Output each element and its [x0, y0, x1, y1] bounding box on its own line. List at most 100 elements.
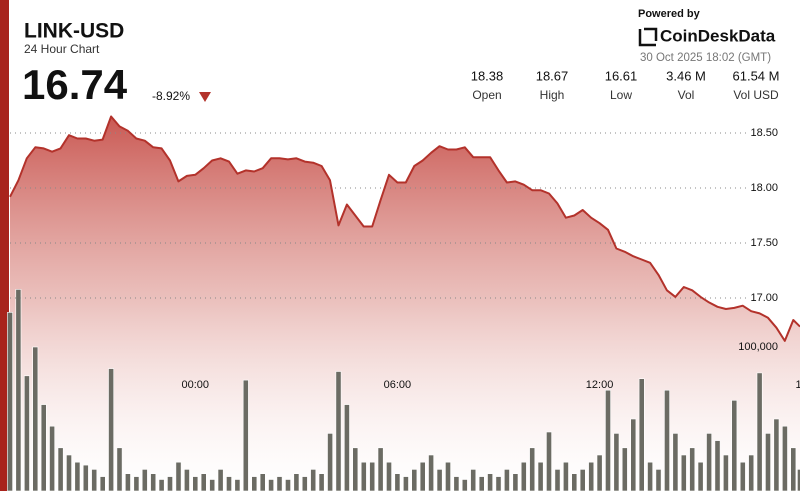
volume-bar: [394, 473, 401, 491]
stat-label: Vol USD: [733, 88, 779, 102]
volume-bar: [335, 371, 342, 491]
volume-bar: [554, 469, 561, 491]
volume-bar: [664, 389, 670, 491]
y-tick-label: 18.00: [750, 182, 778, 194]
volume-bar: [175, 461, 182, 491]
volume-bar: [49, 425, 55, 491]
volume-bar: [318, 473, 325, 491]
volume-bar: [731, 399, 738, 491]
brand: CoinDeskData: [660, 26, 776, 45]
volume-bar: [655, 469, 662, 491]
volume-bar: [167, 476, 173, 491]
volume-bar: [402, 476, 409, 491]
volume-bar: [562, 461, 569, 491]
volume-bar: [125, 473, 131, 491]
stats: 18.38 Open 18.67 High 16.61 Low 3.46 M Vol 61.54…: [471, 68, 780, 102]
stat-label: High: [540, 88, 565, 102]
volume-bar: [470, 469, 477, 491]
volume-bar: [23, 375, 30, 491]
volume-bar: [377, 447, 384, 491]
volume-bar: [184, 469, 190, 491]
volume-bar: [797, 469, 800, 491]
volume-bar: [369, 461, 376, 491]
volume-bar: [706, 433, 712, 491]
volume-bar: [596, 454, 603, 491]
volume-bar: [739, 461, 746, 491]
powered-by: Powered by: [638, 8, 701, 20]
volume-bar: [234, 479, 241, 491]
volume-bar: [756, 372, 763, 491]
stat-value: 16.61: [605, 68, 638, 83]
volume-bar: [419, 461, 426, 491]
volume-bar: [461, 479, 468, 491]
volume-bar: [327, 433, 333, 491]
stat-value: 18.38: [471, 68, 504, 83]
y2-tick-label: 100,000: [738, 341, 778, 353]
ticker-title: LINK-USD: [24, 20, 124, 43]
volume-bar: [512, 473, 519, 491]
volume-bar: [672, 433, 679, 491]
y-tick-label: 18.50: [750, 127, 778, 139]
volume-bar: [310, 469, 317, 491]
volume-bar: [714, 440, 721, 491]
accent-bar: [0, 0, 9, 491]
y-tick-label: 17.00: [750, 292, 778, 304]
down-arrow: [199, 92, 211, 102]
volume-bar: [605, 389, 611, 491]
volume-bar: [285, 479, 291, 491]
stat-value: 61.54 M: [733, 68, 780, 83]
volume-bar: [360, 461, 367, 491]
price-area: [10, 116, 800, 491]
volume-bar: [57, 447, 64, 491]
volume-bar: [343, 404, 350, 491]
volume-bar: [7, 312, 13, 491]
volume-bar: [82, 464, 89, 491]
volume-bar: [40, 404, 47, 491]
volume-bar: [613, 433, 620, 491]
volume-bar: [722, 454, 729, 491]
volume-bar: [192, 476, 199, 491]
volume-bar: [546, 431, 552, 491]
volume-bar: [453, 476, 460, 491]
volume-bar: [411, 469, 418, 491]
stat-value: 18.67: [536, 68, 569, 83]
volume-bar: [748, 454, 755, 491]
volume-bar: [91, 469, 98, 491]
volume-bar: [242, 379, 249, 491]
stat-label: Open: [472, 88, 501, 102]
volume-bar: [647, 461, 653, 491]
volume-bar: [529, 447, 536, 491]
volume-bar: [352, 447, 359, 491]
x-tick-label: 18: [796, 379, 800, 391]
y-tick-label: 17.50: [750, 237, 778, 249]
volume-bar: [689, 447, 696, 491]
volume-bar: [133, 476, 140, 491]
volume-bar: [99, 476, 106, 491]
volume-bar: [15, 289, 22, 491]
volume-bar: [495, 476, 502, 491]
volume-bar: [158, 479, 165, 491]
volume-bar: [436, 469, 443, 491]
x-tick-label: 06:00: [384, 379, 412, 391]
volume-bar: [209, 479, 216, 491]
volume-bar: [141, 469, 148, 491]
volume-bar: [150, 473, 157, 491]
volume-bar: [293, 473, 300, 491]
volume-bar: [697, 461, 704, 491]
volume-bar: [301, 476, 308, 491]
plot: 17.00 17.50 18.00 18.50 100,000 00:00 06:00 12:…: [7, 115, 800, 491]
volume-bar: [781, 425, 788, 491]
volume-bar: [773, 418, 780, 491]
volume-bar: [108, 368, 114, 491]
volume-bar: [503, 469, 510, 491]
x-tick-label: 00:00: [182, 379, 210, 391]
volume-bar: [571, 473, 578, 491]
volume-bar: [588, 461, 595, 491]
volume-bar: [428, 454, 434, 491]
volume-bar: [445, 461, 451, 491]
volume-bar: [200, 473, 207, 491]
volume-bar: [520, 461, 527, 491]
volume-bar: [74, 461, 81, 491]
